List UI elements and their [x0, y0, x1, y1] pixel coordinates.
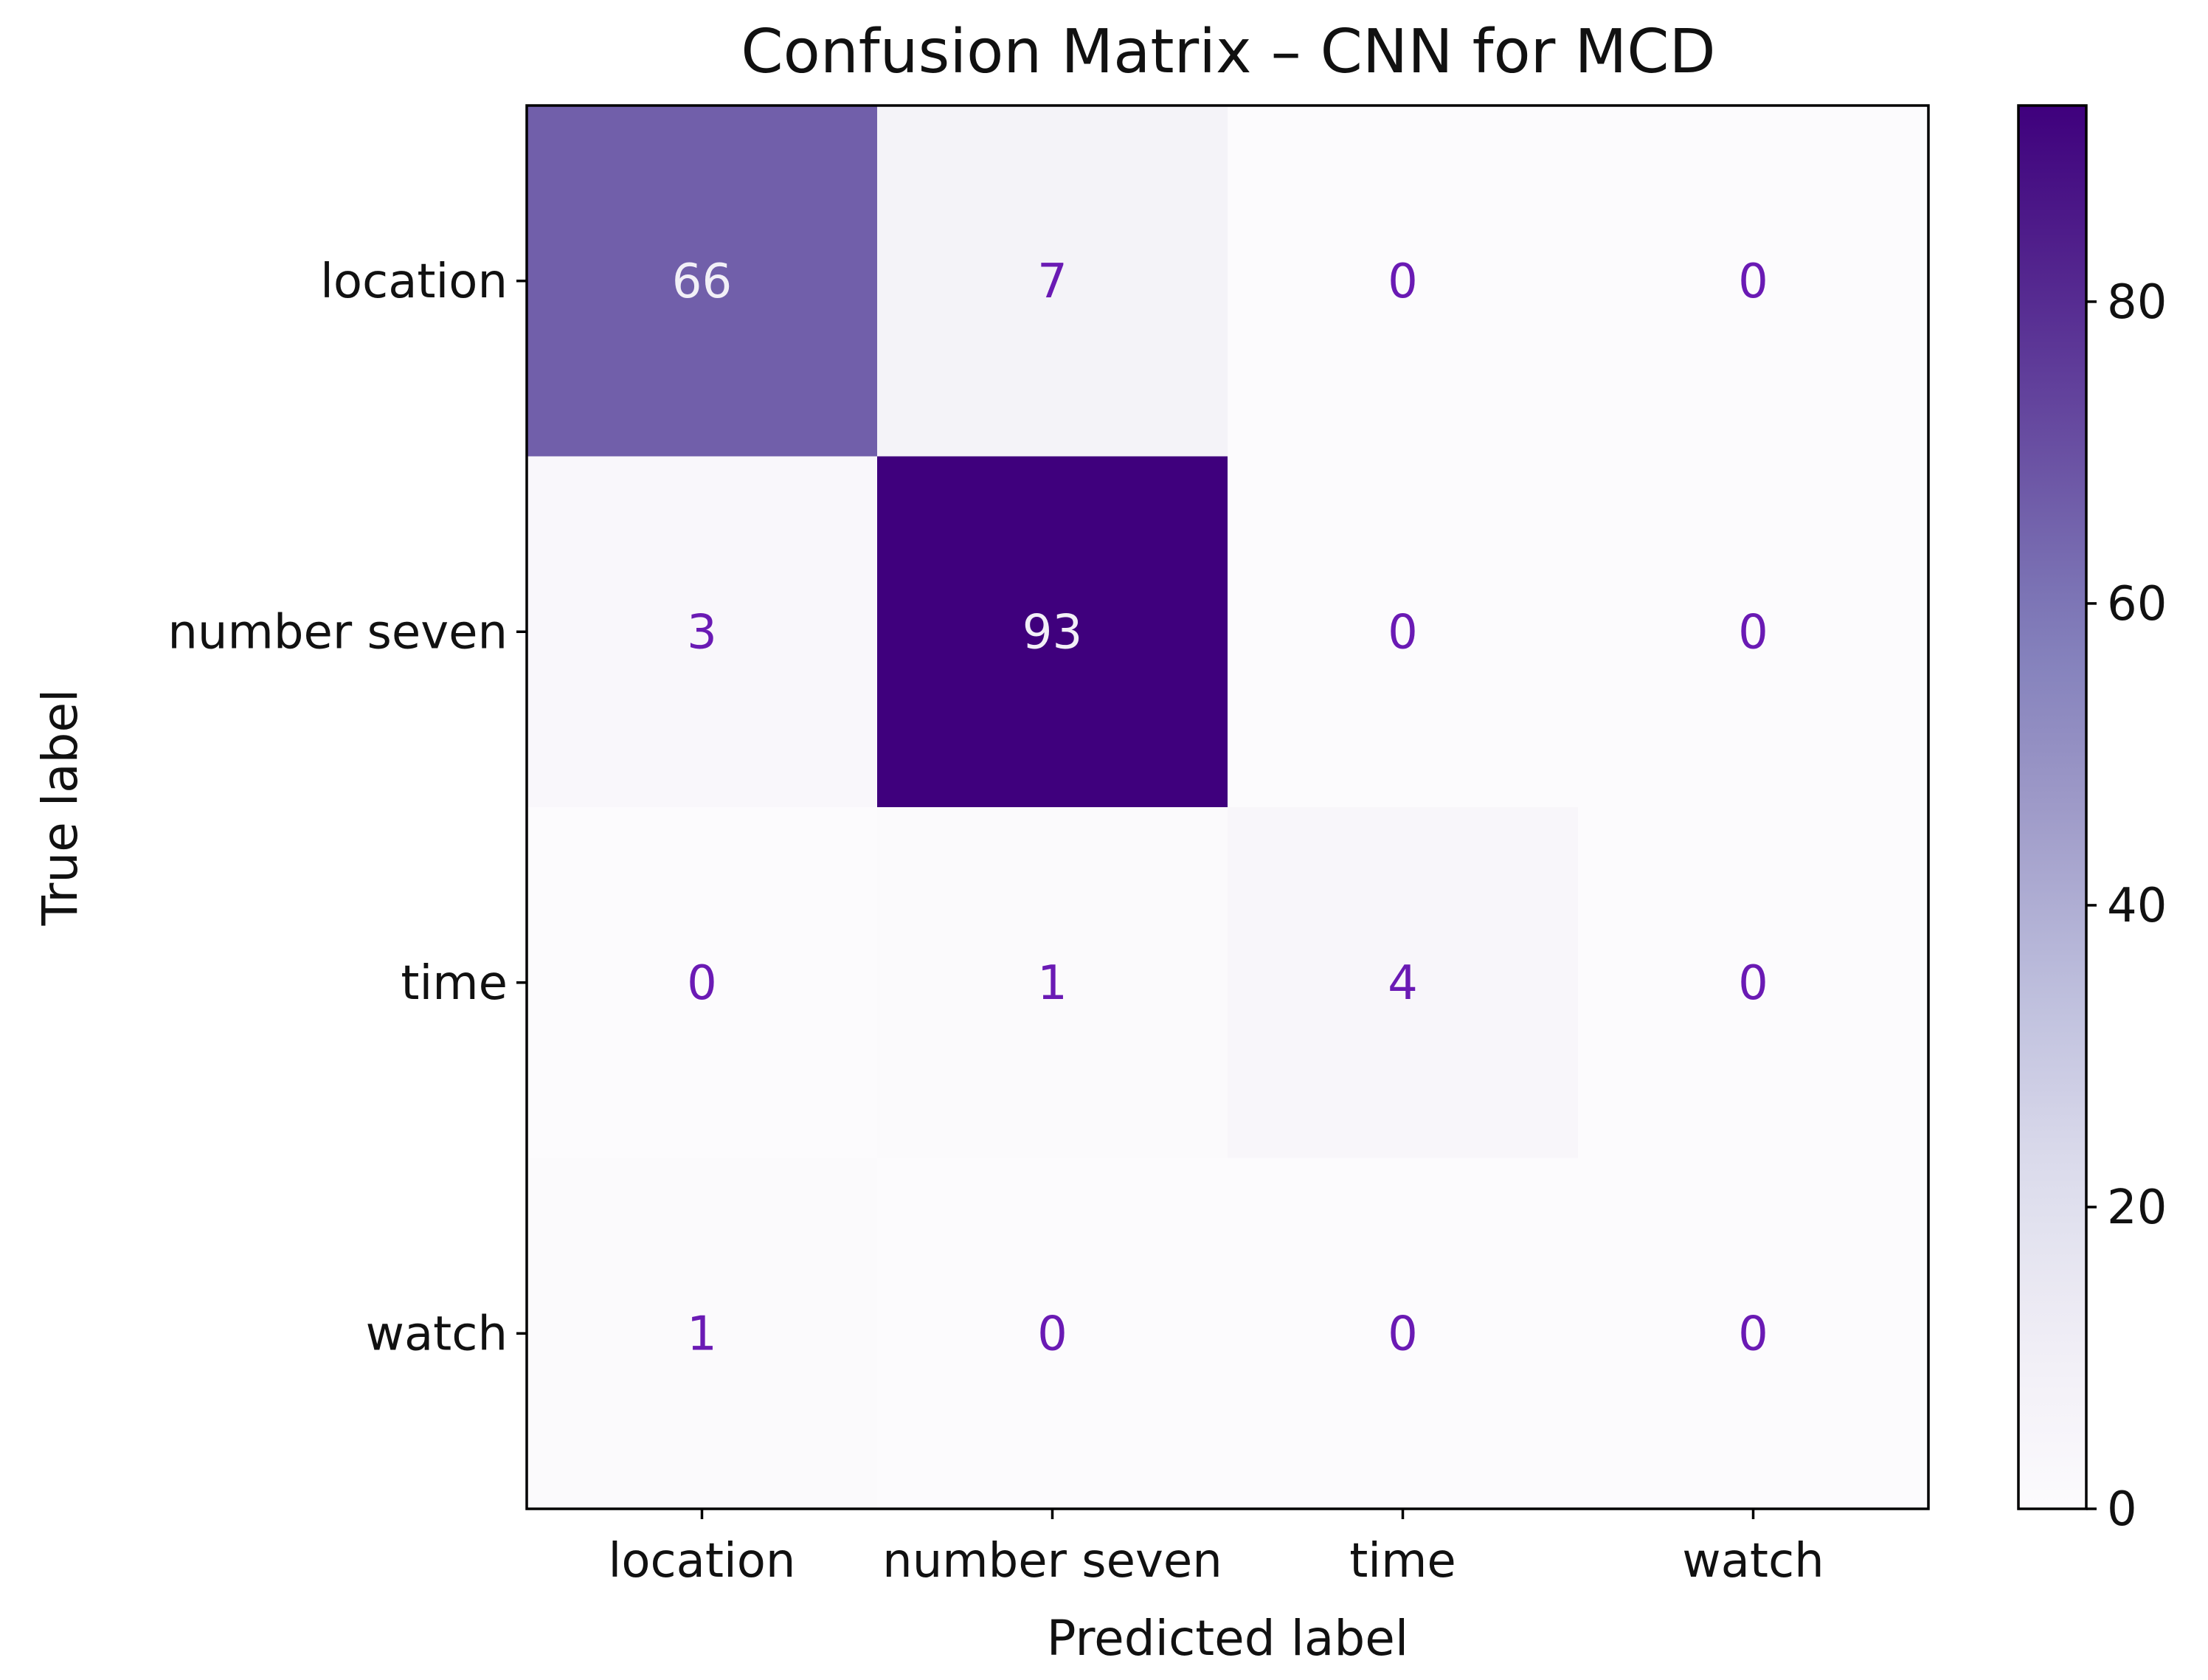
- cell-value-r2-c2: 4: [1388, 956, 1418, 1011]
- y-axis-ticks: location number seven time watch: [167, 255, 527, 1361]
- cell-r1-c0: [527, 456, 878, 808]
- colorbar-ticks: 0 20 40 60 80: [2086, 275, 2167, 1537]
- cell-r3-c0: [527, 1158, 878, 1510]
- x-axis-label: Predicted label: [1047, 1610, 1408, 1667]
- cell-value-r3-c0: 1: [687, 1307, 717, 1361]
- matrix-cells: [527, 106, 1929, 1510]
- y-axis-label: True label: [32, 689, 89, 927]
- matrix-cell-labels: 66 7 0 0 3 93 0 0 0 1 4 0 1 0 0 0: [672, 255, 1768, 1362]
- cell-r3-c2: [1228, 1158, 1579, 1510]
- colorbar-tick-label: 40: [2107, 879, 2167, 933]
- cell-r3-c1: [877, 1158, 1228, 1510]
- cell-r0-c1: [877, 106, 1228, 457]
- cell-r0-c0: [527, 106, 878, 457]
- cell-r2-c2: [1228, 807, 1579, 1158]
- cell-r2-c1: [877, 807, 1228, 1158]
- cell-value-r1-c0: 3: [687, 605, 717, 660]
- cell-value-r2-c0: 0: [687, 956, 717, 1011]
- colorbar: 0 20 40 60 80: [2017, 104, 2167, 1537]
- y-tick-label: number seven: [167, 605, 508, 660]
- cell-r0-c3: [1578, 106, 1929, 457]
- cell-value-r1-c2: 0: [1388, 605, 1418, 660]
- x-tick-label: time: [1349, 1534, 1456, 1589]
- colorbar-gradient: [2018, 106, 2086, 1509]
- x-tick-label: location: [609, 1534, 796, 1589]
- chart-title: Confusion Matrix – CNN for MCD: [741, 17, 1715, 87]
- cell-r1-c3: [1578, 456, 1929, 808]
- colorbar-tick-label: 60: [2107, 577, 2167, 632]
- x-axis-ticks: location number seven time watch: [609, 1509, 1824, 1589]
- y-tick-label: watch: [366, 1307, 508, 1361]
- cell-r2-c0: [527, 807, 878, 1158]
- x-tick-label: number seven: [882, 1534, 1222, 1589]
- colorbar-tick-label: 0: [2107, 1482, 2137, 1537]
- colorbar-tick-label: 20: [2107, 1181, 2167, 1235]
- cell-value-r2-c3: 0: [1738, 956, 1768, 1011]
- colorbar-frame: [2017, 104, 2088, 1510]
- cell-value-r0-c0: 66: [672, 255, 732, 309]
- cell-value-r3-c3: 0: [1738, 1307, 1768, 1361]
- cell-value-r3-c1: 0: [1037, 1307, 1067, 1361]
- colorbar-tick-label: 80: [2107, 275, 2167, 330]
- cell-value-r2-c1: 1: [1037, 956, 1067, 1011]
- cell-value-r0-c3: 0: [1738, 255, 1768, 309]
- plot-frame: [525, 104, 1930, 1510]
- cell-value-r1-c3: 0: [1738, 605, 1768, 660]
- cell-value-r3-c2: 0: [1388, 1307, 1418, 1361]
- cell-value-r0-c1: 7: [1037, 255, 1067, 309]
- cell-value-r0-c2: 0: [1388, 255, 1418, 309]
- cell-r1-c2: [1228, 456, 1579, 808]
- x-tick-label: watch: [1682, 1534, 1824, 1589]
- cell-r1-c1: [877, 456, 1228, 808]
- cell-value-r1-c1: 93: [1022, 605, 1082, 660]
- y-tick-label: time: [401, 956, 508, 1011]
- cell-r0-c2: [1228, 106, 1579, 457]
- cell-r2-c3: [1578, 807, 1929, 1158]
- cell-r3-c3: [1578, 1158, 1929, 1510]
- y-tick-label: location: [320, 255, 508, 309]
